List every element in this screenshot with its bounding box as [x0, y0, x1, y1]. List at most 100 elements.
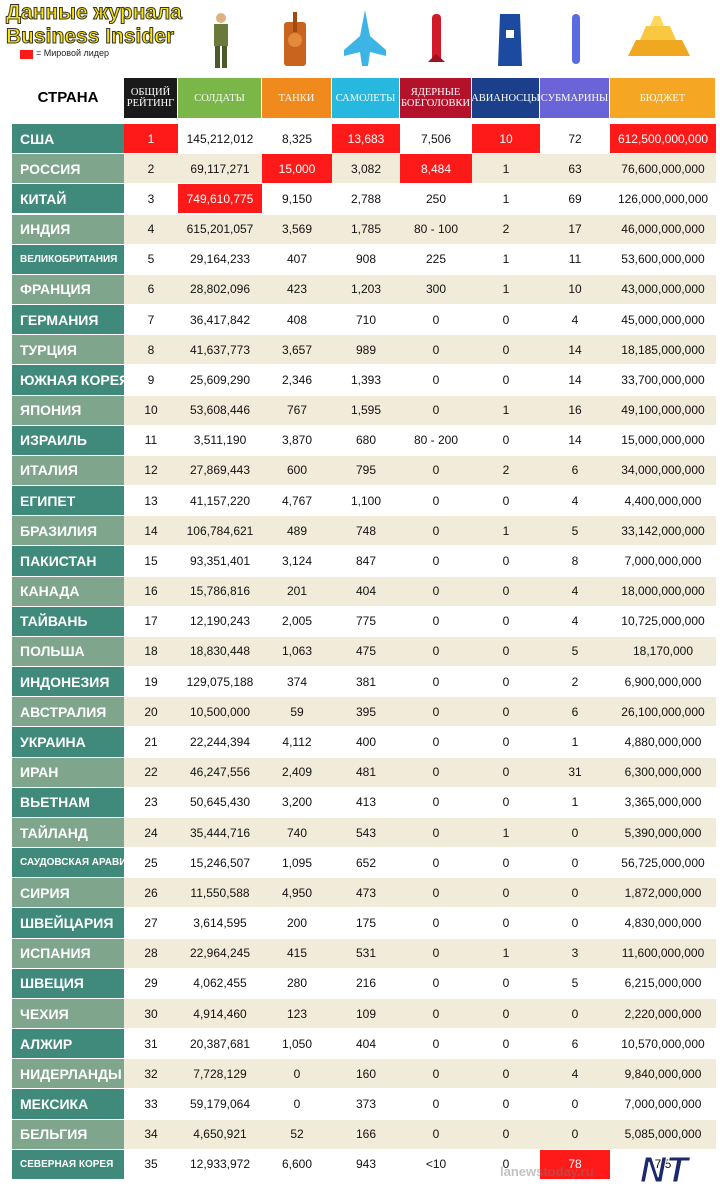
data-cell: 6 [540, 697, 610, 728]
title: Business Insider [5, 25, 175, 48]
data-cell: 7,728,129 [178, 1059, 262, 1090]
data-cell: 12,933,972 [178, 1149, 262, 1180]
data-cell: 0 [472, 1149, 540, 1180]
data-cell: 17 [540, 214, 610, 245]
country-cell: УКРАИНА [12, 727, 124, 758]
data-cell: 59,179,064 [178, 1089, 262, 1120]
data-cell: 25,609,290 [178, 365, 262, 396]
data-cell: 748 [332, 516, 400, 547]
data-cell: 33,700,000,000 [610, 365, 716, 396]
soldier-icon [214, 13, 228, 68]
data-cell: 0 [472, 305, 540, 336]
data-cell: 300 [400, 274, 472, 305]
data-cell: 481 [332, 757, 400, 788]
data-cell: 8 [540, 546, 610, 577]
data-cell: 8,325 [262, 124, 332, 155]
data-cell: 0 [400, 516, 472, 547]
data-cell: 10,500,000 [178, 697, 262, 728]
data-cell: 15,000 [262, 154, 332, 185]
data-cell: 2,346 [262, 365, 332, 396]
data-cell: 16 [540, 395, 610, 426]
country-cell: КАНАДА [12, 576, 124, 607]
data-cell: 1,100 [332, 486, 400, 517]
data-cell: 4 [540, 305, 610, 336]
data-cell: 175 [332, 908, 400, 939]
data-cell: 413 [332, 787, 400, 818]
data-cell: 0 [472, 1059, 540, 1090]
data-cell: 0 [400, 757, 472, 788]
data-cell: 22,244,394 [178, 727, 262, 758]
data-cell: 612,500,000,000 [610, 124, 716, 155]
data-cell: 0 [400, 305, 472, 336]
data-cell: 373 [332, 1089, 400, 1120]
data-cell: 2,220,000,000 [610, 998, 716, 1030]
plane-icon [344, 10, 386, 66]
data-cell: 489 [262, 516, 332, 547]
data-cell: 6,600 [262, 1149, 332, 1180]
data-cell: 0 [540, 908, 610, 939]
data-cell: 18 [124, 636, 178, 668]
data-cell: 7,000,000,000 [610, 546, 716, 577]
data-cell: 3,569 [262, 214, 332, 245]
country-cell: ПАКИСТАН [12, 546, 124, 577]
data-cell: 28 [124, 938, 178, 969]
data-cell: 25 [124, 848, 178, 879]
data-cell: 200 [262, 908, 332, 939]
data-cell: 20 [124, 697, 178, 728]
data-cell: 0 [472, 968, 540, 999]
data-cell: 1 [472, 516, 540, 547]
country-cell: ИЗРАИЛЬ [12, 425, 124, 456]
data-cell: 0 [400, 1119, 472, 1150]
data-cell: 0 [540, 998, 610, 1030]
data-cell: 795 [332, 455, 400, 487]
data-cell: 22 [124, 757, 178, 788]
data-cell: 6 [124, 274, 178, 305]
country-cell: ШВЕЙЦАРИЯ [12, 908, 124, 939]
data-cell: 166 [332, 1119, 400, 1150]
data-cell: 21 [124, 727, 178, 758]
data-cell: 23 [124, 787, 178, 818]
data-cell: 2 [472, 455, 540, 487]
data-cell: 129,075,188 [178, 667, 262, 698]
data-cell: 20,387,681 [178, 1029, 262, 1060]
data-cell: 395 [332, 697, 400, 728]
data-cell: 36,417,842 [178, 305, 262, 336]
data-cell: 4 [124, 214, 178, 245]
data-cell: 9,840,000,000 [610, 1059, 716, 1090]
data-cell: 4 [540, 576, 610, 607]
data-cell: 473 [332, 878, 400, 909]
column-header: СОЛДАТЫ [178, 78, 262, 118]
data-cell: 4,400,000,000 [610, 486, 716, 517]
data-cell: 4,767 [262, 486, 332, 517]
data-cell: 1 [472, 395, 540, 426]
data-cell: 381 [332, 667, 400, 698]
data-cell: 216 [332, 968, 400, 999]
data-cell: 5 [124, 244, 178, 275]
data-cell: 5 [540, 516, 610, 547]
column-header: СУБМАРИНЫ [540, 78, 610, 118]
data-cell: 13 [124, 486, 178, 517]
country-cell: МЕКСИКА [12, 1089, 124, 1120]
country-cell: ИТАЛИЯ [12, 455, 124, 487]
data-cell: 7,506 [400, 124, 472, 155]
data-cell: 53,600,000,000 [610, 244, 716, 275]
data-cell: 13,683 [332, 124, 400, 155]
data-cell: 78 [540, 1149, 610, 1180]
column-header: БЮДЖЕТ [610, 78, 716, 118]
data-cell: 280 [262, 968, 332, 999]
country-cell: АЛЖИР [12, 1029, 124, 1060]
data-cell: 15,246,507 [178, 848, 262, 879]
data-cell: 0 [472, 335, 540, 366]
data-cell: 775 [332, 606, 400, 637]
country-cell: ГЕРМАНИЯ [12, 305, 124, 336]
country-cell: РОССИЯ [12, 154, 124, 185]
data-cell: 1 [540, 787, 610, 818]
country-cell: САУДОВСКАЯ АРАВИЯ [12, 848, 134, 879]
data-cell: 680 [332, 425, 400, 456]
data-cell: 4 [540, 1059, 610, 1090]
data-cell: 6 [540, 455, 610, 487]
data-cell: 0 [400, 878, 472, 909]
data-cell: 8 [124, 335, 178, 366]
data-cell: 109 [332, 998, 400, 1030]
